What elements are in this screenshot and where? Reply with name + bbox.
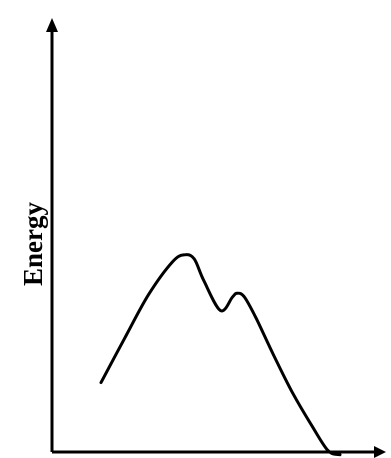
series-layer (99, 253, 342, 457)
x-axis (52, 446, 386, 458)
y-axis-label: Energy (18, 202, 48, 286)
x-axis-arrowhead (374, 446, 386, 458)
energy-curve-series-0 (99, 253, 342, 457)
y-axis-arrowhead (46, 18, 58, 32)
y-axis (46, 18, 58, 452)
